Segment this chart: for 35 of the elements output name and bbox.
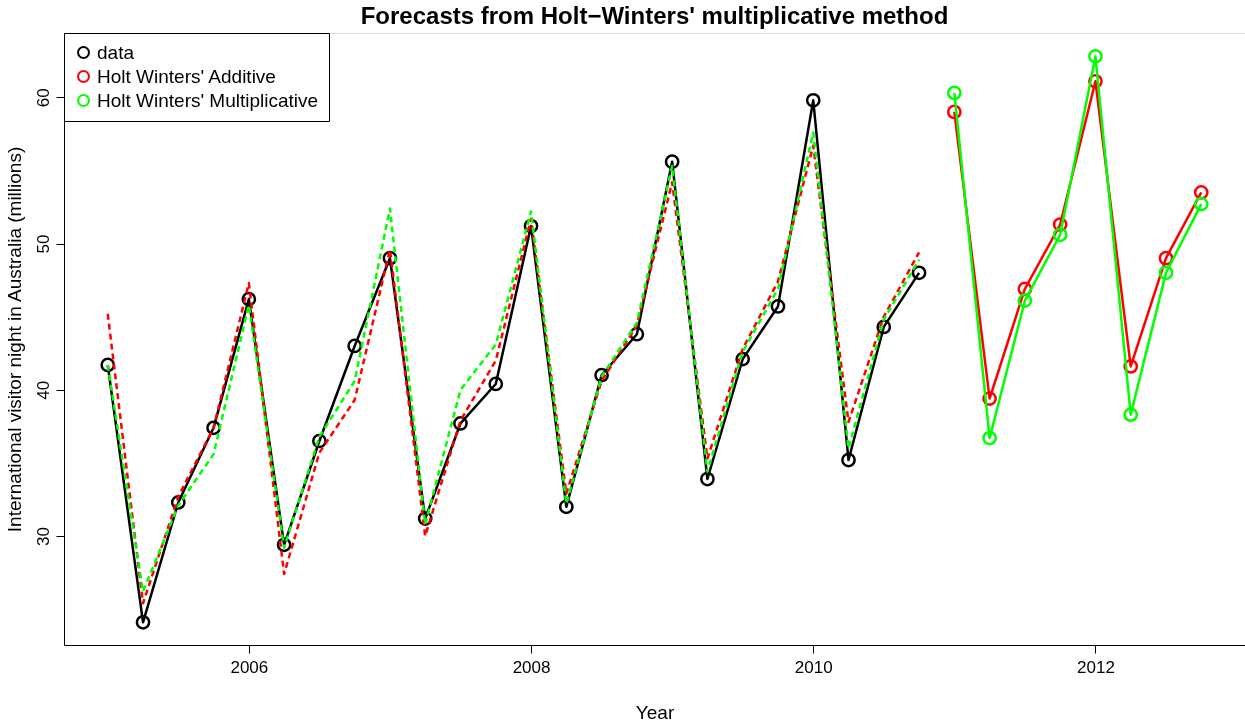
point	[347, 338, 363, 354]
legend-label: data	[97, 41, 135, 63]
x-tick-label: 2010	[794, 657, 833, 677]
x-axis-title: Year	[635, 701, 675, 723]
point	[1123, 407, 1139, 423]
point	[841, 452, 856, 468]
point	[488, 376, 504, 392]
point	[664, 154, 680, 170]
y-tick-label: 40	[33, 380, 53, 400]
chart-title: Forecasts from Holt−Winters' multiplicative method	[360, 2, 949, 29]
point	[1017, 293, 1033, 308]
point	[1158, 265, 1174, 281]
point	[911, 265, 927, 281]
point	[700, 471, 715, 487]
point	[946, 85, 962, 101]
point	[558, 499, 574, 515]
y-tick-label: 30	[33, 527, 53, 547]
point	[594, 367, 609, 383]
x-tick-label: 2012	[1077, 657, 1115, 677]
x-tick-label: 2006	[230, 657, 269, 677]
y-tick-label: 50	[33, 234, 53, 254]
point	[770, 299, 786, 314]
x-tick-label: 2008	[512, 657, 551, 677]
point	[1052, 227, 1068, 243]
legend-label: Holt Winters' Additive	[97, 65, 276, 87]
point	[1193, 196, 1209, 212]
point	[982, 430, 997, 446]
point	[805, 92, 821, 108]
legend-label: Holt Winters' Multiplicative	[97, 89, 319, 111]
point	[876, 319, 892, 335]
point	[1088, 49, 1103, 64]
y-tick-label: 60	[33, 88, 53, 108]
point	[135, 614, 151, 630]
point	[453, 416, 468, 431]
y-axis-title: International visitor night in Australia (millions)	[3, 146, 25, 533]
